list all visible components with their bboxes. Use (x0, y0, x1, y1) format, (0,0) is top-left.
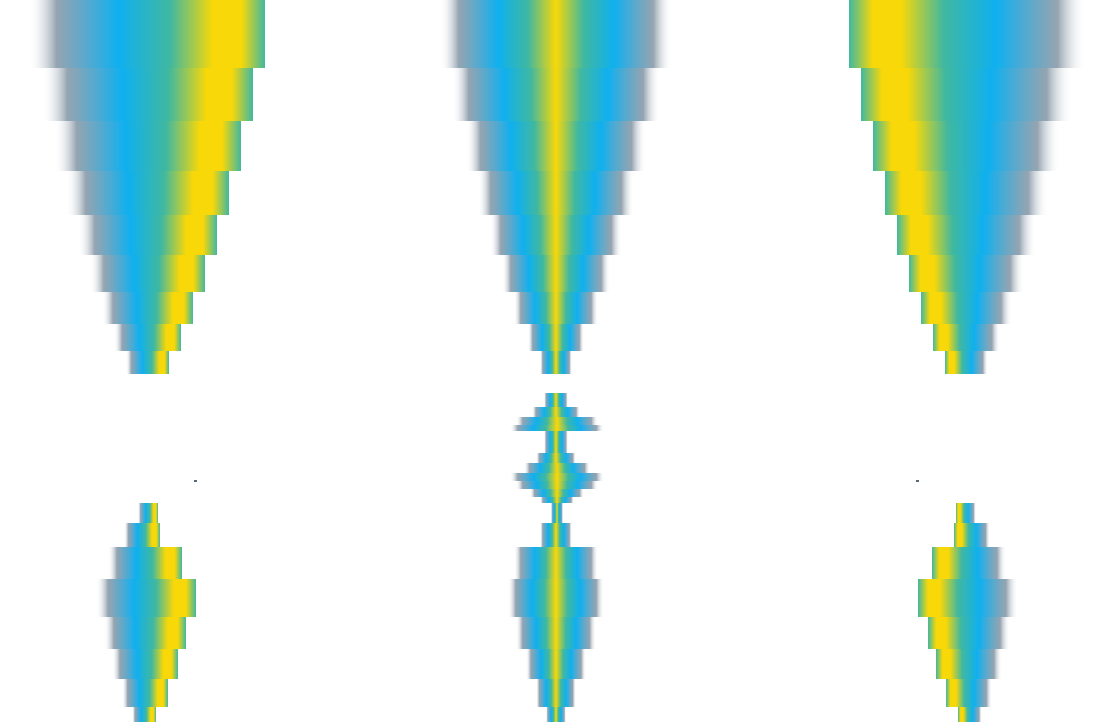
gradient-band (526, 649, 586, 679)
gradient-band (861, 68, 1072, 121)
gradient-band (508, 579, 604, 617)
gradient-band (108, 547, 182, 579)
gradient-band (516, 617, 596, 649)
speck (194, 480, 197, 482)
gradient-band (440, 0, 672, 68)
gradient-band (897, 215, 1036, 255)
left-upper-spike (28, 0, 265, 374)
gradient-band (954, 523, 990, 547)
gradient-band (502, 255, 610, 292)
gradient-band (909, 255, 1024, 292)
gradient-band (122, 679, 168, 707)
gradient-band (28, 0, 265, 68)
gradient-band (90, 255, 205, 292)
gradient-band (54, 121, 241, 171)
gradient-band (466, 121, 646, 171)
right-lower-spike (918, 503, 1018, 722)
gradient-band (42, 68, 253, 121)
gradient-band (78, 215, 217, 255)
gradient-band (536, 453, 576, 463)
gradient-band (532, 407, 580, 417)
gradient-band (946, 679, 992, 707)
gradient-band (66, 171, 229, 215)
gradient-band (124, 523, 160, 547)
gradient-band (96, 579, 196, 617)
gradient-band (958, 707, 982, 722)
gradient-band (956, 503, 976, 523)
gradient-band (933, 324, 1000, 351)
gradient-band (114, 324, 181, 351)
gradient-band (921, 292, 1012, 324)
gradient-band (849, 0, 1086, 68)
gradient-band (524, 463, 590, 473)
gradient-band (510, 425, 604, 431)
gradient-band (918, 579, 1018, 617)
gradient-band (514, 547, 598, 579)
gradient-band (478, 171, 634, 215)
gradient-band (528, 324, 584, 351)
gradient-band (536, 679, 576, 707)
gradient-band (540, 523, 572, 547)
center-upper-spike (440, 0, 672, 374)
gradient-band (102, 292, 193, 324)
gradient-band (932, 547, 1006, 579)
gradient-band (936, 649, 1002, 679)
left-lower-spike (96, 503, 196, 722)
gradient-band (540, 351, 572, 374)
gradient-band (873, 121, 1060, 171)
gradient-band (126, 351, 169, 374)
gradient-band (138, 503, 158, 523)
gradient-band (452, 68, 660, 121)
gradient-band (516, 417, 598, 425)
gradient-band (928, 617, 1010, 649)
gradient-band (551, 503, 563, 523)
gradient-band (516, 481, 598, 489)
gradient-band (885, 171, 1048, 215)
gradient-band (104, 617, 186, 649)
gradient-band (514, 292, 598, 324)
right-upper-spike (849, 0, 1086, 374)
gradient-band (945, 351, 988, 374)
gradient-band (490, 215, 622, 255)
gradient-band (546, 707, 566, 722)
speck (916, 480, 919, 482)
center-middle-fins (194, 393, 919, 523)
gradient-band (510, 473, 604, 481)
gradient-band (544, 431, 568, 453)
gradient-band (540, 497, 574, 503)
gradient-band (544, 393, 568, 407)
gradient-band (132, 707, 156, 722)
center-lower-spike (508, 523, 604, 722)
gradient-band (112, 649, 178, 679)
gradient-band (530, 489, 584, 497)
